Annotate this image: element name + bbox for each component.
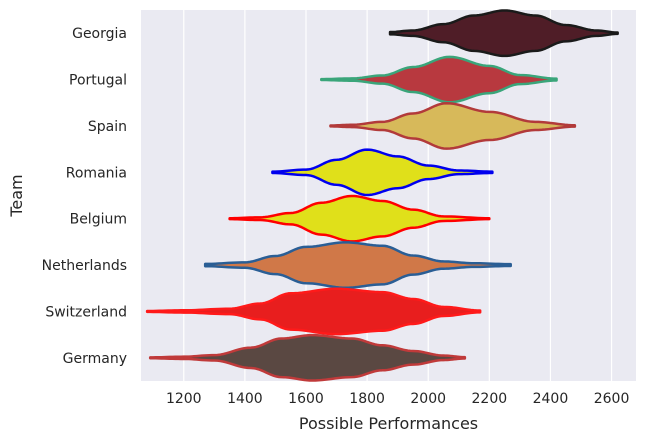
- y-tick-label: Netherlands: [42, 258, 127, 274]
- y-tick-label: Portugal: [69, 73, 127, 89]
- violin-spain: [329, 101, 577, 150]
- y-tick-label: Belgium: [70, 212, 127, 228]
- y-tick-labels: Georgia Portugal Spain Romania Belgium Nether…: [42, 26, 127, 367]
- grid-lines: [183, 10, 613, 381]
- x-tick-label: 1400: [227, 391, 263, 407]
- violin-germany: [148, 333, 467, 382]
- violin-belgium: [228, 194, 491, 243]
- x-tick-label: 2400: [533, 391, 569, 407]
- y-tick-label: Spain: [88, 119, 127, 135]
- x-tick-label: 2600: [594, 391, 630, 407]
- violin-netherlands: [203, 241, 512, 290]
- violin-georgia: [388, 9, 619, 58]
- x-tick-labels: 1200 1400 1600 1800 2000 2200 2400 2600: [166, 391, 629, 407]
- x-axis-label: Possible Performances: [299, 414, 478, 433]
- y-tick-label: Switzerland: [45, 304, 127, 320]
- x-tick-label: 1200: [166, 391, 202, 407]
- x-tick-label: 1600: [288, 391, 324, 407]
- y-tick-label: Germany: [63, 351, 127, 367]
- violin-switzerland: [145, 287, 482, 336]
- y-axis-label: Team: [7, 174, 26, 217]
- violin-layer: [145, 9, 619, 382]
- x-tick-label: 1800: [349, 391, 385, 407]
- y-tick-label: Georgia: [72, 26, 127, 42]
- y-tick-label: Romania: [66, 165, 127, 181]
- violin-romania: [271, 148, 494, 197]
- x-tick-label: 2000: [410, 391, 446, 407]
- x-tick-label: 2200: [472, 391, 508, 407]
- violin-portugal: [320, 55, 558, 104]
